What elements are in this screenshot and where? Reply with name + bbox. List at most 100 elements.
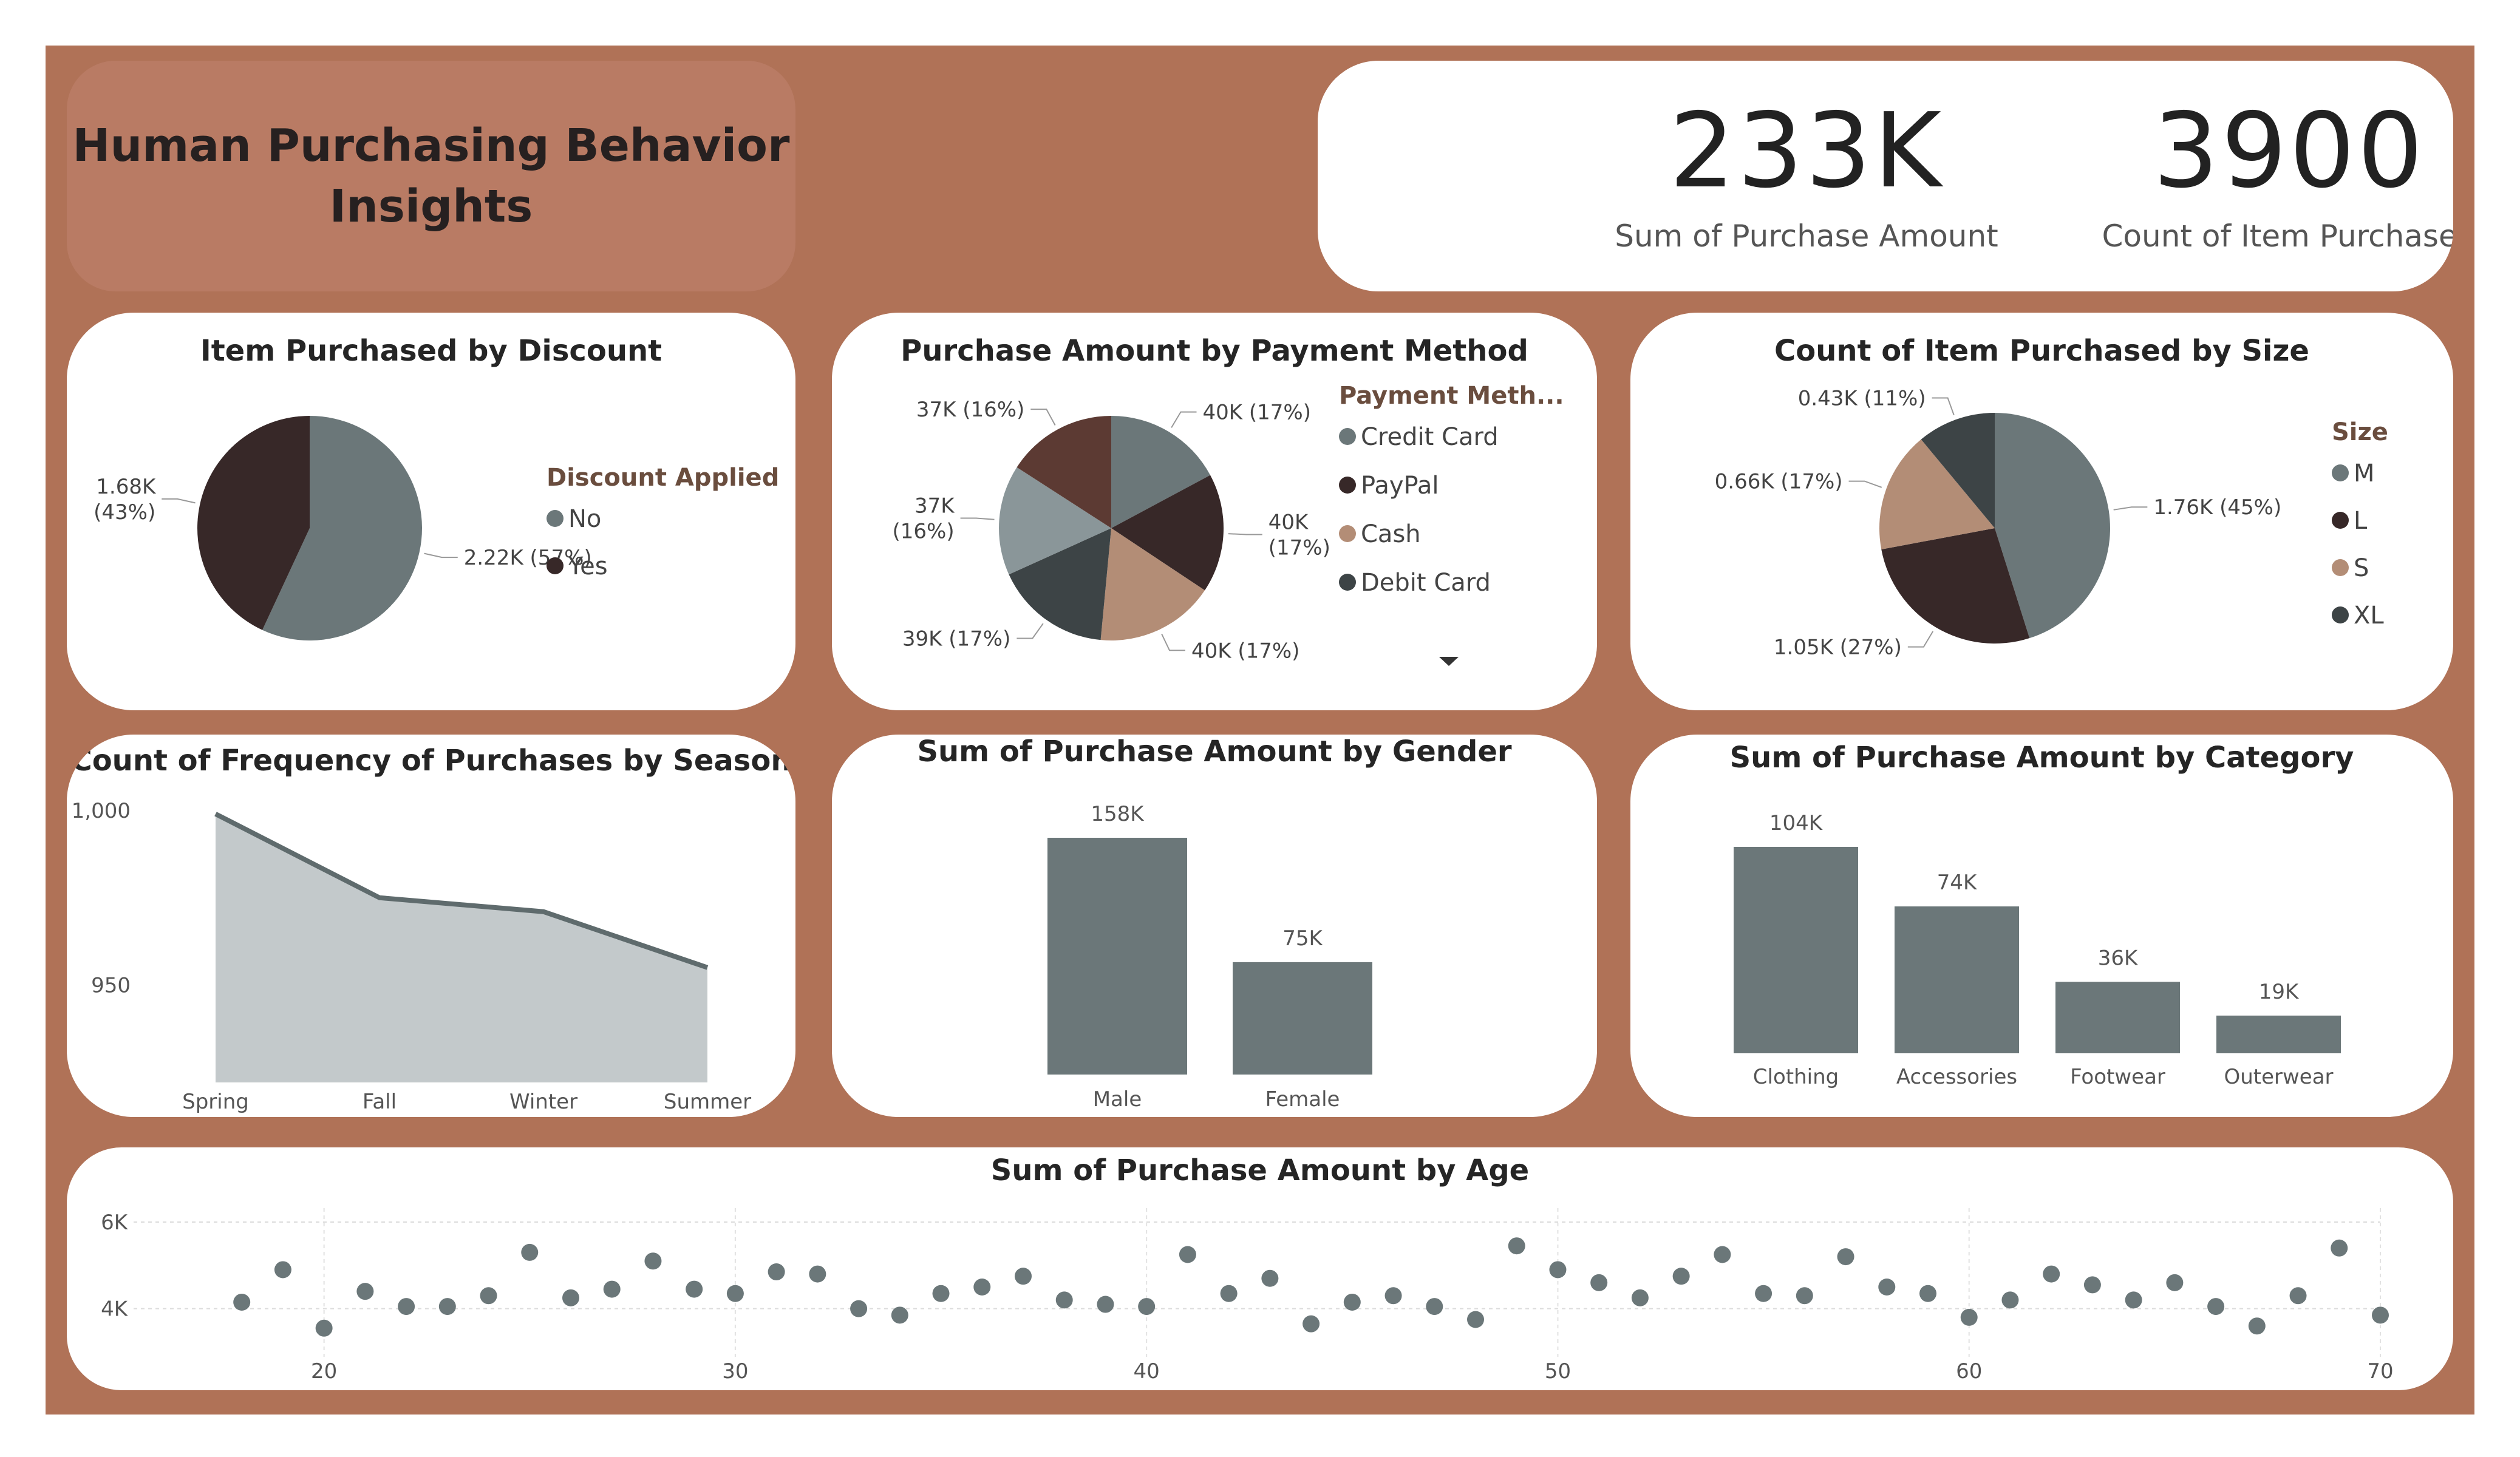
payment-slice-credit-card xyxy=(1111,416,1211,528)
age-xtick-70: 70 xyxy=(2367,1359,2393,1384)
age-xtick-40: 40 xyxy=(1134,1359,1160,1384)
size-label-m: 1.76K (45%) xyxy=(2153,495,2281,520)
size-leader-l xyxy=(1907,631,1934,648)
age-point-61 xyxy=(2001,1291,2019,1309)
age-point-65 xyxy=(2166,1274,2184,1291)
age-point-56 xyxy=(1796,1287,1813,1305)
age-point-58 xyxy=(1878,1279,1896,1296)
season-chart-card: Count of Frequency of Purchases by Seaso… xyxy=(67,735,795,1117)
age-point-64 xyxy=(2125,1291,2142,1309)
age-point-48 xyxy=(1467,1311,1484,1328)
age-point-57 xyxy=(1837,1248,1854,1266)
age-point-55 xyxy=(1755,1285,1773,1302)
age-point-21 xyxy=(356,1283,374,1300)
age-point-42 xyxy=(1220,1285,1238,1302)
payment-legend-item-credit-card: Credit Card xyxy=(1361,423,1499,451)
discount-slice-yes xyxy=(197,416,310,630)
payment-pie-chart: 40K (17%) 40K (17%) 40K (17%) 39K (17%) 37K (1… xyxy=(893,382,1564,666)
age-point-18 xyxy=(233,1293,251,1311)
dashboard-title: Human Purchasing Behavior Insights xyxy=(72,120,790,233)
age-point-54 xyxy=(1714,1246,1731,1263)
age-point-70 xyxy=(2372,1306,2389,1324)
age-point-34 xyxy=(891,1306,908,1324)
category-data-label-outerwear: 19K xyxy=(2259,980,2300,1004)
age-point-59 xyxy=(1919,1285,1936,1302)
category-chart-card: Sum of Purchase Amount by Category 104K C… xyxy=(1630,735,2453,1117)
category-xtick-clothing: Clothing xyxy=(1753,1065,1839,1089)
age-chart-title: Sum of Purchase Amount by Age xyxy=(990,1153,1530,1187)
dashboard-canvas: Human Purchasing Behavior Insights 233K … xyxy=(46,46,2474,1415)
payment-slice-cash xyxy=(1100,528,1205,640)
size-legend-swatch-s xyxy=(2332,559,2349,576)
size-label-l: 1.05K (27%) xyxy=(1774,636,1902,660)
age-point-68 xyxy=(2289,1287,2307,1305)
payment-label-credit-card: 40K (17%) xyxy=(1203,401,1311,425)
season-xtick-winter: Winter xyxy=(509,1090,577,1114)
discount-legend-swatch-no xyxy=(547,510,564,527)
age-point-69 xyxy=(2331,1239,2348,1257)
size-slice-s xyxy=(1879,439,1995,550)
age-point-35 xyxy=(932,1285,950,1302)
category-bar-accessories xyxy=(1895,906,2019,1053)
payment-legend-title: Payment Meth... xyxy=(1339,382,1564,410)
payment-chart-title: Purchase Amount by Payment Method xyxy=(901,334,1528,368)
discount-leader-no xyxy=(424,552,458,559)
payment-slice-debit-card xyxy=(1009,528,1111,640)
age-point-49 xyxy=(1508,1237,1525,1255)
age-point-47 xyxy=(1426,1298,1443,1316)
age-point-40 xyxy=(1138,1298,1156,1316)
kpi-card: 233K Sum of Purchase Amount 3900 Count o… xyxy=(1318,61,2453,291)
gender-bar-male xyxy=(1047,838,1187,1075)
age-xtick-20: 20 xyxy=(311,1359,337,1384)
size-slice-l xyxy=(1881,528,2030,644)
payment-slice-bank-transfer xyxy=(1017,416,1111,528)
size-chart-title: Count of Item Purchased by Size xyxy=(1774,334,2309,368)
payment-leader-credit-card xyxy=(1171,411,1197,428)
gender-data-label-female: 75K xyxy=(1282,926,1323,951)
age-point-46 xyxy=(1384,1287,1402,1305)
discount-chart-card: Item Purchased by Discount 2.22K (57%) 1.… xyxy=(67,313,795,710)
age-point-20 xyxy=(315,1319,333,1337)
payment-legend-item-cash: Cash xyxy=(1361,520,1421,548)
age-point-51 xyxy=(1590,1274,1608,1291)
discount-leader-yes xyxy=(162,498,196,504)
size-legend-item-xl: XL xyxy=(2354,602,2384,630)
size-legend-item-l: L xyxy=(2354,507,2368,535)
season-area-fill xyxy=(216,813,707,1082)
gender-bar-chart: 158K Male 75K Female xyxy=(1047,802,1372,1112)
payment-label-debit-card: 39K (17%) xyxy=(902,627,1010,651)
category-bar-clothing xyxy=(1734,847,1858,1053)
age-ytick-4000: 4K xyxy=(101,1297,129,1322)
size-leader-s xyxy=(1848,480,1882,488)
age-point-67 xyxy=(2248,1317,2266,1335)
discount-slice-no xyxy=(262,416,423,640)
age-point-22 xyxy=(398,1298,415,1316)
payment-label-paypal: 40K (17%) xyxy=(1269,511,1330,560)
payment-legend-swatch-paypal xyxy=(1339,477,1356,494)
season-ytick-950: 950 xyxy=(91,974,131,998)
category-xtick-outerwear: Outerwear xyxy=(2224,1065,2333,1089)
size-chart-card: Count of Item Purchased by Size 1.76K (4… xyxy=(1630,313,2453,710)
category-chart-title: Sum of Purchase Amount by Category xyxy=(1729,741,2354,775)
age-point-29 xyxy=(686,1280,703,1298)
payment-legend-scroll-icon xyxy=(1439,657,1459,666)
discount-legend-title: Discount Applied xyxy=(547,464,779,492)
category-data-label-footwear: 36K xyxy=(2098,946,2139,970)
size-slice-xl xyxy=(1921,413,1995,528)
discount-legend-swatch-yes xyxy=(547,557,564,574)
size-legend-item-s: S xyxy=(2354,554,2369,582)
age-point-33 xyxy=(850,1300,868,1317)
age-point-24 xyxy=(480,1287,497,1305)
gender-xtick-male: Male xyxy=(1093,1087,1142,1112)
season-area-chart: 950 1,000 Spring Fall Winter Summer xyxy=(72,799,751,1114)
age-point-37 xyxy=(1015,1268,1032,1285)
age-point-28 xyxy=(644,1252,662,1270)
payment-legend-item-paypal: PayPal xyxy=(1361,472,1439,500)
category-data-label-clothing: 104K xyxy=(1769,811,1824,835)
age-point-32 xyxy=(809,1265,826,1283)
size-leader-m xyxy=(2113,506,2148,511)
age-point-44 xyxy=(1303,1315,1320,1333)
payment-legend-swatch-credit-card xyxy=(1339,428,1356,445)
kpi-sum-purchase-value: 233K xyxy=(1669,91,1944,211)
payment-legend-swatch-debit-card xyxy=(1339,574,1356,591)
